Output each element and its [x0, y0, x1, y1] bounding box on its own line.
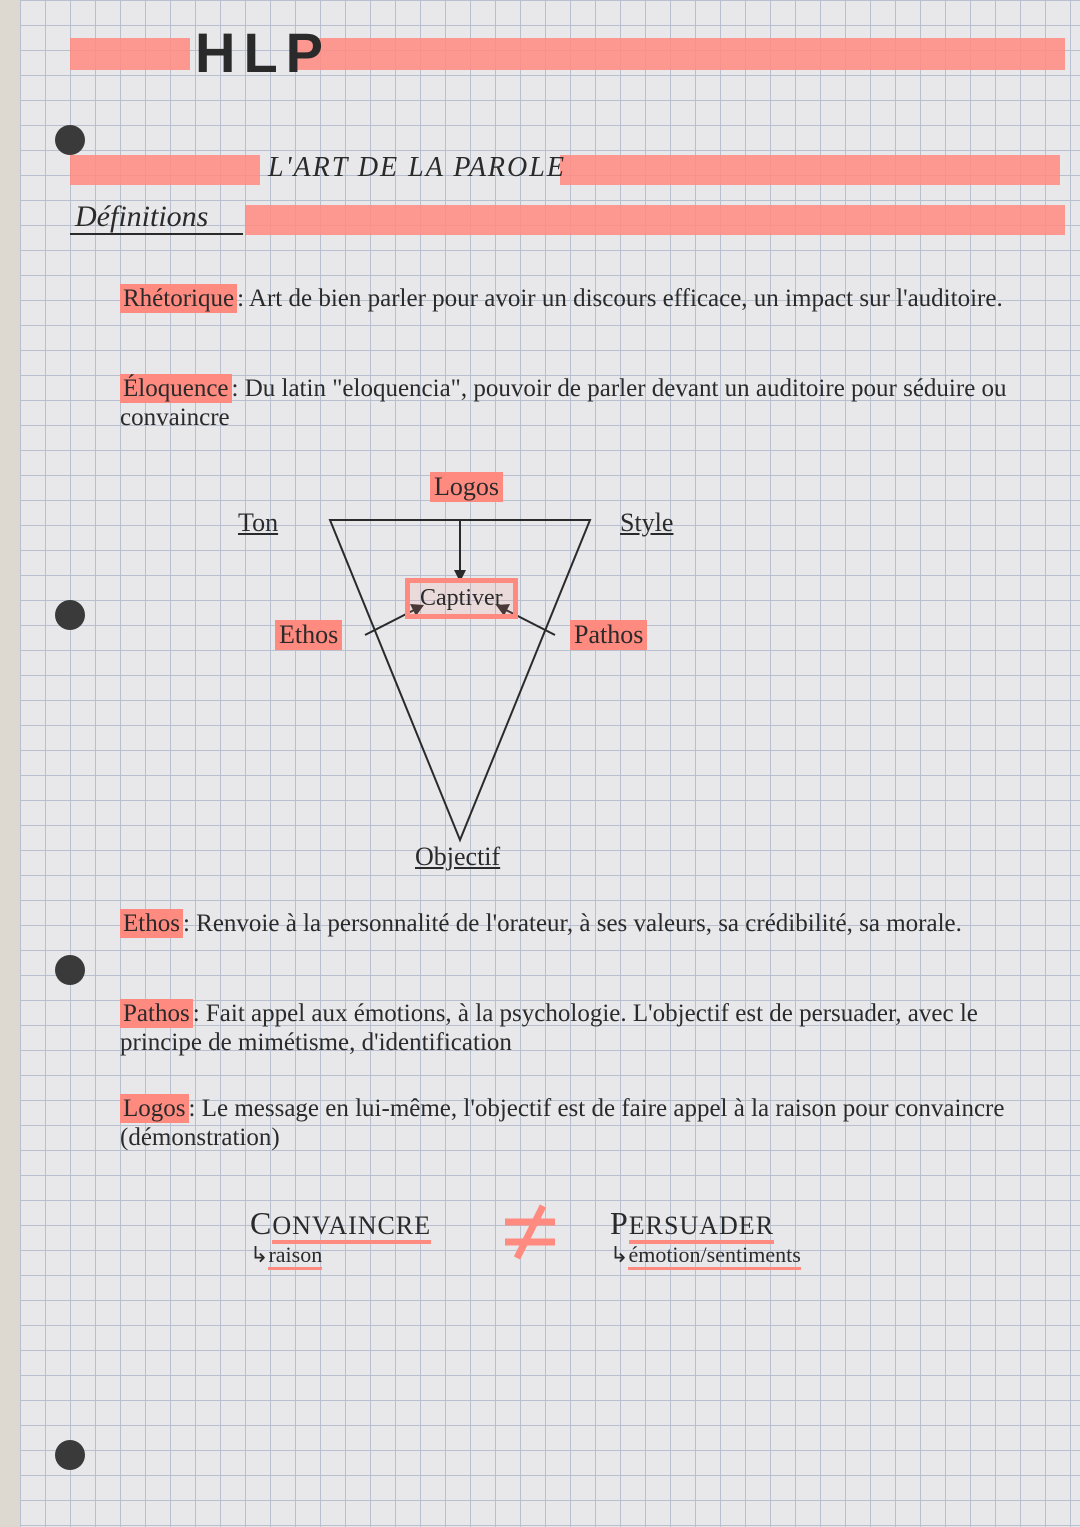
subtitle-highlight-left	[70, 155, 260, 185]
term-pathos: Pathos	[120, 999, 193, 1028]
definition-pathos: Pathos: Fait appel aux émotions, à la ps…	[120, 1000, 1040, 1058]
compare-left-sub: ↳raison	[250, 1242, 431, 1268]
graph-paper: HLP L'ART DE LA PAROLE Définitions Rhéto…	[0, 0, 1080, 1527]
vertex-logos: Logos	[430, 472, 503, 502]
section-highlight	[245, 205, 1065, 235]
text-rhetorique: : Art de bien parler pour avoir un disco…	[237, 285, 1003, 312]
section-underline	[70, 233, 243, 235]
compare-right-sub: ↳émotion/sentiments	[610, 1242, 801, 1268]
rhetoric-triangle-diagram: Logos Ton Style Captiver Ethos Pathos Ob…	[200, 460, 720, 880]
binder-hole	[55, 600, 85, 630]
compare-convaincre: CONVAINCRE ↳raison	[250, 1205, 431, 1268]
compare-left-title: CONVAINCRE	[250, 1205, 431, 1242]
binder-hole	[55, 955, 85, 985]
binder-hole	[55, 125, 85, 155]
term-eloquence: Éloquence	[120, 374, 232, 403]
vertex-ethos: Ethos	[275, 620, 342, 650]
page-title: HLP	[195, 20, 331, 85]
compare-right-title: PERSUADER	[610, 1205, 801, 1242]
text-ethos: : Renvoie à la personnalité de l'orateur…	[183, 910, 962, 937]
text-pathos: : Fait appel aux émotions, à la psycholo…	[120, 1000, 978, 1056]
compare-persuader: PERSUADER ↳émotion/sentiments	[610, 1205, 801, 1268]
definition-rhetorique: Rhétorique: Art de bien parler pour avoi…	[120, 285, 1040, 314]
subtitle-highlight-right	[560, 155, 1060, 185]
text-logos: : Le message en lui-même, l'objectif est…	[120, 1095, 1004, 1151]
term-logos: Logos	[120, 1094, 189, 1123]
side-label-style: Style	[620, 508, 673, 538]
definition-logos: Logos: Le message en lui-même, l'objecti…	[120, 1095, 1040, 1153]
center-captiver: Captiver	[405, 578, 518, 619]
vertex-pathos: Pathos	[570, 620, 647, 650]
page-subtitle: L'ART DE LA PAROLE	[268, 152, 566, 184]
binder-hole	[55, 1440, 85, 1470]
title-highlight-right	[295, 38, 1065, 70]
not-equal-icon	[495, 1200, 565, 1270]
definition-eloquence: Éloquence: Du latin "eloquencia", pouvoi…	[120, 375, 1040, 433]
section-heading: Définitions	[75, 200, 208, 234]
title-highlight-left	[70, 38, 190, 70]
definition-ethos: Ethos: Renvoie à la personnalité de l'or…	[120, 910, 1040, 939]
vertex-objectif: Objectif	[415, 842, 500, 872]
side-label-ton: Ton	[238, 508, 278, 538]
term-rhetorique: Rhétorique	[120, 284, 237, 313]
text-eloquence: : Du latin "eloquencia", pouvoir de parl…	[120, 375, 1007, 431]
term-ethos: Ethos	[120, 909, 183, 938]
